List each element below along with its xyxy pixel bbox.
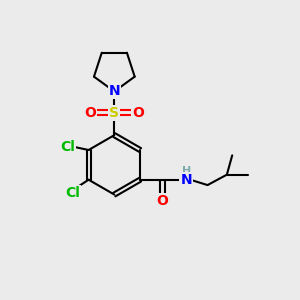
Text: N: N bbox=[109, 84, 120, 98]
Text: Cl: Cl bbox=[60, 140, 75, 154]
Text: O: O bbox=[132, 106, 144, 120]
Text: N: N bbox=[109, 84, 120, 98]
Text: Cl: Cl bbox=[65, 186, 80, 200]
Text: O: O bbox=[85, 106, 97, 120]
Text: O: O bbox=[156, 194, 168, 208]
Text: N: N bbox=[180, 173, 192, 187]
Text: H: H bbox=[182, 166, 191, 176]
Text: S: S bbox=[109, 106, 119, 120]
